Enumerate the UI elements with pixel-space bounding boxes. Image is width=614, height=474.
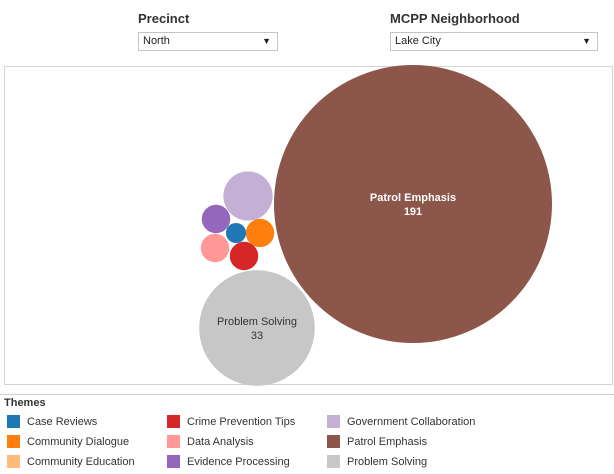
legend-label: Problem Solving bbox=[347, 456, 428, 468]
bubble-circle[interactable] bbox=[201, 204, 231, 234]
chevron-down-icon: ▼ bbox=[582, 36, 591, 46]
bubble-value: 191 bbox=[404, 206, 422, 218]
bubble-circle[interactable] bbox=[274, 65, 552, 343]
chevron-down-icon: ▼ bbox=[262, 36, 271, 46]
bubble[interactable] bbox=[225, 222, 247, 244]
neighborhood-filter: MCPP Neighborhood Lake City ▼ bbox=[390, 11, 598, 51]
legend-label: Crime Prevention Tips bbox=[187, 416, 296, 428]
precinct-label: Precinct bbox=[138, 11, 190, 26]
legend-item[interactable]: Community Education bbox=[7, 455, 135, 469]
precinct-value: North bbox=[143, 35, 170, 47]
bubble[interactable]: Patrol Emphasis 191 bbox=[274, 65, 552, 343]
legend-swatch bbox=[7, 455, 20, 468]
bubble-circle[interactable] bbox=[223, 171, 273, 221]
legend-swatch bbox=[327, 455, 340, 468]
legend-item[interactable]: Problem Solving bbox=[327, 455, 427, 469]
legend-item[interactable]: Patrol Emphasis bbox=[327, 435, 427, 449]
legend-label: Case Reviews bbox=[27, 416, 98, 428]
legend-swatch bbox=[327, 415, 340, 428]
legend-label: Evidence Processing bbox=[187, 456, 290, 468]
legend-item[interactable]: Data Analysis bbox=[167, 435, 254, 449]
neighborhood-value: Lake City bbox=[395, 35, 441, 47]
bubble[interactable] bbox=[200, 233, 230, 263]
legend-swatch bbox=[7, 415, 20, 428]
neighborhood-dropdown[interactable]: Lake City ▼ bbox=[390, 32, 598, 51]
bubble[interactable] bbox=[201, 204, 231, 234]
legend-item[interactable]: Evidence Processing bbox=[167, 455, 290, 469]
legend-swatch bbox=[7, 435, 20, 448]
legend-divider bbox=[0, 394, 614, 395]
legend-label: Patrol Emphasis bbox=[347, 436, 428, 448]
legend-swatch bbox=[167, 415, 180, 428]
bubble-label: Problem Solving bbox=[217, 316, 297, 328]
bubble-circle[interactable] bbox=[225, 222, 247, 244]
legend-label: Data Analysis bbox=[187, 436, 254, 448]
legend-label: Government Collaboration bbox=[347, 416, 476, 428]
legend-item[interactable]: Case Reviews bbox=[7, 415, 97, 429]
bubble-circle[interactable] bbox=[229, 241, 259, 271]
neighborhood-label: MCPP Neighborhood bbox=[390, 11, 520, 26]
legend-item[interactable]: Crime Prevention Tips bbox=[167, 415, 295, 429]
legend-label: Community Dialogue bbox=[27, 436, 130, 448]
chart-frame bbox=[4, 66, 613, 385]
bubble[interactable] bbox=[229, 241, 259, 271]
legend-swatch bbox=[327, 435, 340, 448]
bubble-circle[interactable] bbox=[200, 233, 230, 263]
legend-title: Themes bbox=[4, 397, 46, 409]
legend-label: Community Education bbox=[27, 456, 135, 468]
legend-item[interactable]: Government Collaboration bbox=[327, 415, 475, 429]
legend-item[interactable]: Community Dialogue bbox=[7, 435, 129, 449]
bubble[interactable]: Problem Solving 33 bbox=[199, 270, 315, 386]
bubble-label: Patrol Emphasis bbox=[370, 192, 456, 204]
precinct-filter: Precinct North ▼ bbox=[138, 11, 278, 51]
bubble-chart: Patrol Emphasis 191 Problem Solving 33 bbox=[199, 65, 552, 386]
legend-swatch bbox=[167, 455, 180, 468]
bubble-circle[interactable] bbox=[199, 270, 315, 386]
bubble[interactable] bbox=[245, 218, 275, 248]
bubble-circle[interactable] bbox=[245, 218, 275, 248]
bubble[interactable] bbox=[223, 171, 273, 221]
precinct-dropdown[interactable]: North ▼ bbox=[138, 32, 278, 51]
bubble-value: 33 bbox=[251, 330, 263, 342]
legend-swatch bbox=[167, 435, 180, 448]
